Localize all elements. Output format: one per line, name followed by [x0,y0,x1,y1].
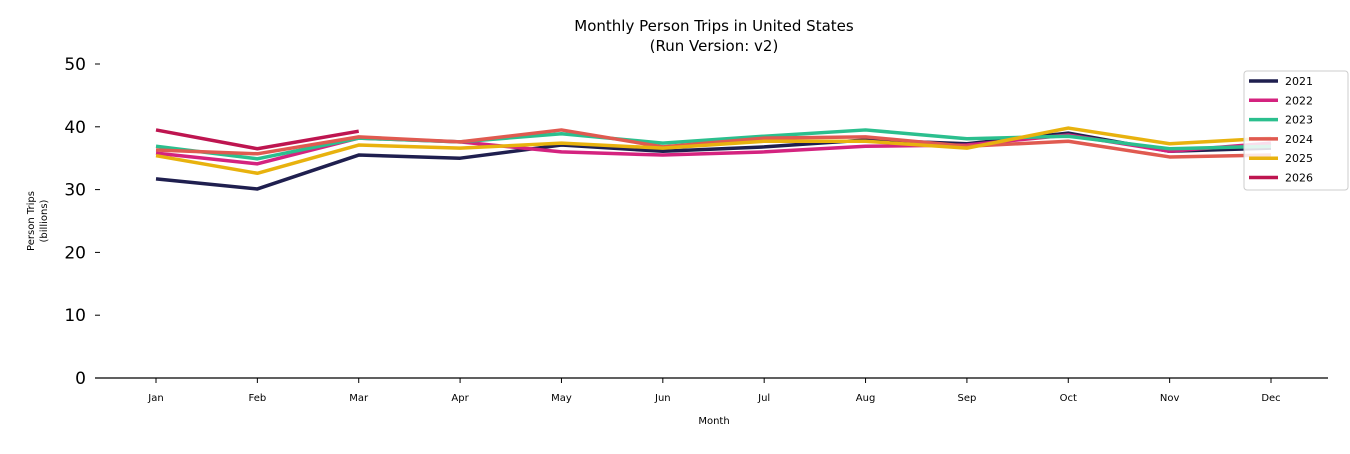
legend-label: 2023 [1285,114,1313,127]
series-line-2026 [155,128,360,151]
x-tick-label: Nov [1160,393,1180,404]
y-tick-label: 20 [64,243,86,263]
y-axis-label-line2: (billions) [39,199,50,242]
chart-subtitle: (Run Version: v2) [650,37,779,55]
x-tick-label: Apr [451,393,469,404]
x-tick-label: Aug [856,393,876,404]
y-tick-label: 0 [75,369,86,389]
x-tick-label: Feb [249,393,267,404]
x-axis-label: Month [698,416,729,427]
legend-label: 2025 [1285,152,1313,165]
series-line-2025 [155,126,1272,176]
x-tick-label: Dec [1261,393,1280,404]
legend-label: 2021 [1285,75,1313,88]
y-axis-label-line1: Person Trips [26,191,37,251]
y-tick-label: 30 [64,181,86,201]
x-tick-label: Jun [654,393,671,404]
y-tick-label: 50 [64,55,86,75]
x-tick-label: Jan [147,393,163,404]
legend-label: 2024 [1285,133,1313,146]
x-tick-label: Sep [957,393,976,404]
x-tick-label: May [551,393,572,404]
series-line-2024 [155,128,1272,159]
chart-title: Monthly Person Trips in United States [574,17,854,35]
series-line-2023 [155,128,1272,161]
x-tick-label: Mar [349,393,369,404]
legend-label: 2026 [1285,172,1313,185]
y-tick-label: 40 [64,118,86,138]
x-tick-label: Jul [757,393,770,404]
y-tick-label: 10 [64,306,86,326]
legend-label: 2022 [1285,94,1313,107]
x-tick-label: Oct [1060,393,1077,404]
legend: 2021 2022 2023 2024 2025 2026 [1243,70,1349,191]
